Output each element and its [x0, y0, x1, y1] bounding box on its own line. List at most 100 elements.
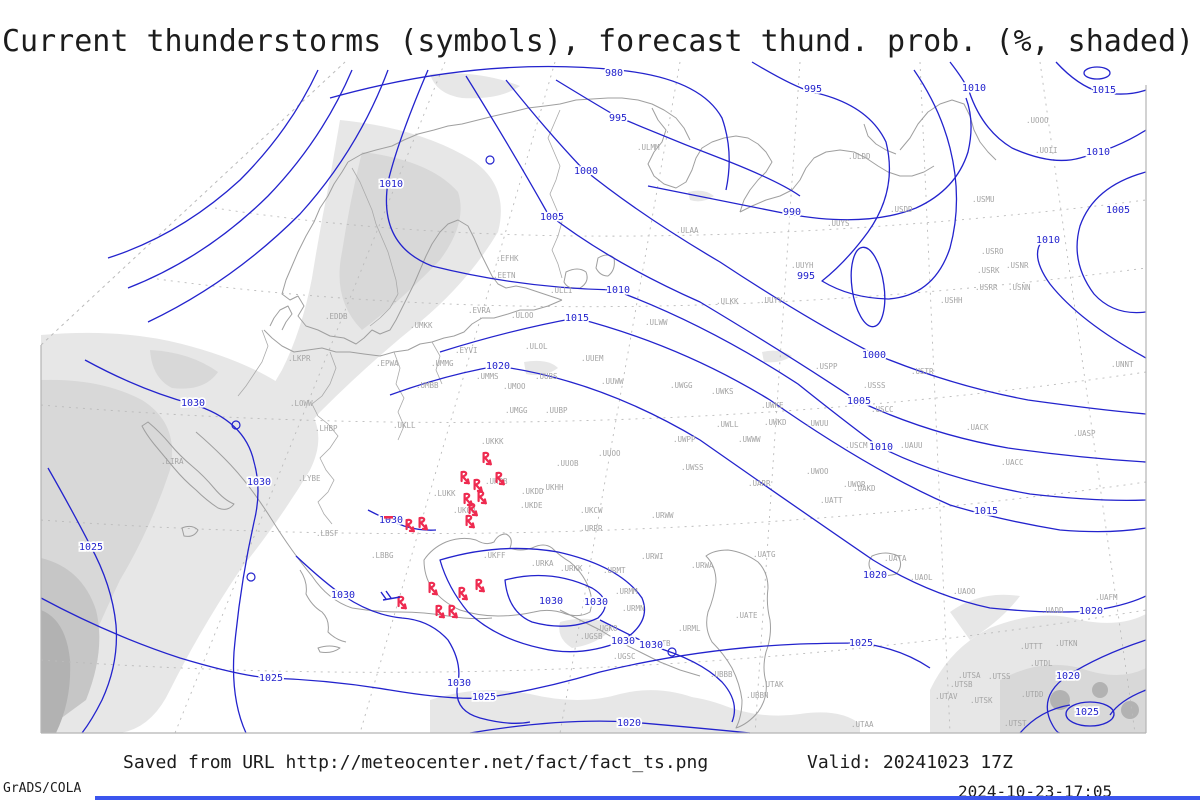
isobar-value-label: 1030 [247, 477, 271, 488]
thunderstorm-icon [418, 516, 428, 531]
isobar-value-label: 1010 [606, 285, 630, 296]
station-label: .USNN [1008, 283, 1031, 292]
station-label: .UTSA [958, 671, 981, 680]
isobar-value-label: 1025 [472, 692, 496, 703]
isobar-value-label: 1020 [863, 570, 887, 581]
station-label: .URKA [531, 559, 554, 568]
storm-mark [384, 516, 393, 519]
isobar-value-label: 1020 [486, 361, 510, 372]
station-label: .URWI [641, 552, 664, 561]
station-label: .URKK [560, 564, 583, 573]
station-label: .UTSK [970, 696, 993, 705]
station-label: .UAFM [1095, 593, 1118, 602]
station-label: .UTDD [1021, 690, 1044, 699]
station-label: .ULKK [716, 297, 739, 306]
station-label: .UBBN [746, 691, 769, 700]
station-label: .UUBS [535, 372, 558, 381]
station-label: .UTDL [1030, 659, 1053, 668]
station-label: .LHBP [315, 424, 338, 433]
isobars [41, 61, 1146, 734]
station-label: .USDD [890, 205, 913, 214]
isobar-value-label: 1020 [1079, 606, 1103, 617]
station-label: .UTAK [761, 680, 784, 689]
station-label: .UTSS [988, 672, 1011, 681]
isobar-value-label: 1020 [1056, 671, 1080, 682]
map-title: Current thunderstorms (symbols), forecas… [2, 24, 1195, 59]
station-label: .ULAA [676, 226, 699, 235]
station-label: .URWW [651, 511, 674, 520]
station-label: .URWA [691, 561, 714, 570]
grads-cola-credit: GrADS/COLA [3, 781, 82, 796]
isobar-value-label: 995 [797, 271, 815, 282]
isobar-value-label: 1025 [849, 638, 873, 649]
isobar-value-label: 1010 [1036, 235, 1060, 246]
station-label: .UMBB [416, 381, 439, 390]
station-label: .LBBG [371, 551, 394, 560]
station-label: .UUYS [827, 219, 850, 228]
station-label: .UWKE [761, 401, 784, 410]
station-label: .UWOR [843, 480, 866, 489]
station-label: .USPP [815, 362, 838, 371]
station-label: .USHH [940, 296, 963, 305]
station-labels: .ULMM .ULAA .ULDD .UOOO .UOII .USDD .UUYS .UUYH… [161, 116, 1134, 729]
station-label: .UMGG [505, 406, 528, 415]
thunderstorm-icon [473, 478, 483, 493]
station-label: .UTAA [851, 720, 874, 729]
station-label: .ULOL [525, 342, 548, 351]
isobar-value-label: 1005 [540, 212, 564, 223]
station-label: .UWWW [738, 435, 761, 444]
station-label: .USCM [845, 441, 868, 450]
coastlines [141, 97, 997, 729]
station-label: .UKKK [481, 437, 504, 446]
station-label: .UACK [966, 423, 989, 432]
station-label: .USRR [975, 283, 998, 292]
isobar-value-label: 1030 [611, 636, 635, 647]
station-label: .UATG [753, 550, 776, 559]
station-label: .UACC [1001, 458, 1024, 467]
isobar-value-label: 980 [605, 68, 623, 79]
station-label: .UKOO [453, 506, 476, 515]
station-label: .LBSF [316, 529, 339, 538]
station-label: .UAUU [900, 441, 923, 450]
saved-from-url-text: Saved from URL http://meteocenter.net/fa… [123, 752, 709, 773]
isobar-value-label: 1010 [869, 442, 893, 453]
station-label: .ULOO [511, 311, 534, 320]
station-label: .USMU [972, 195, 995, 204]
probability-shading [41, 73, 1146, 733]
station-label: .UWSS [681, 463, 704, 472]
thunderstorm-icon [435, 604, 445, 619]
station-label: .UKFF [483, 551, 506, 560]
station-label: .UAKD [853, 484, 876, 493]
station-label: .UTAV [935, 692, 958, 701]
station-label: .UOOO [1026, 116, 1049, 125]
station-label: .UUOB [556, 459, 579, 468]
station-label: .UUEM [581, 354, 604, 363]
station-label: .EYVI [455, 346, 478, 355]
station-label: .USSS [863, 381, 886, 390]
station-label: .UKLL [393, 421, 416, 430]
wind-barb-icon [380, 590, 401, 601]
station-label: .UATT [820, 496, 843, 505]
graticule [41, 61, 1146, 734]
station-label: .UWGG [670, 381, 693, 390]
station-label: .UOII [1035, 146, 1058, 155]
station-label: .USCC [871, 405, 894, 414]
station-label: .ULMM [637, 143, 660, 152]
station-label: .USRK [977, 266, 1000, 275]
station-label: .LKPR [288, 354, 311, 363]
isobar-value-label: 1000 [574, 166, 598, 177]
station-label: .UTSB [950, 680, 973, 689]
thunderstorm-icon [465, 514, 475, 529]
isobar-value-label: 1030 [331, 590, 355, 601]
isobar-value-label: 1015 [565, 313, 589, 324]
isobar-value-label: 1025 [259, 673, 283, 684]
station-label: .EPWA [376, 359, 399, 368]
station-label: .UUOO [598, 449, 621, 458]
isobar-value-label: 1015 [1092, 85, 1116, 96]
station-label: .UWLL [716, 420, 739, 429]
station-label: .EETN [493, 271, 516, 280]
station-label: .UTST [1004, 719, 1027, 728]
isobar-value-label: 1005 [1106, 205, 1130, 216]
station-label: .ULLI [550, 286, 573, 295]
isobar-value-label: 995 [804, 84, 822, 95]
